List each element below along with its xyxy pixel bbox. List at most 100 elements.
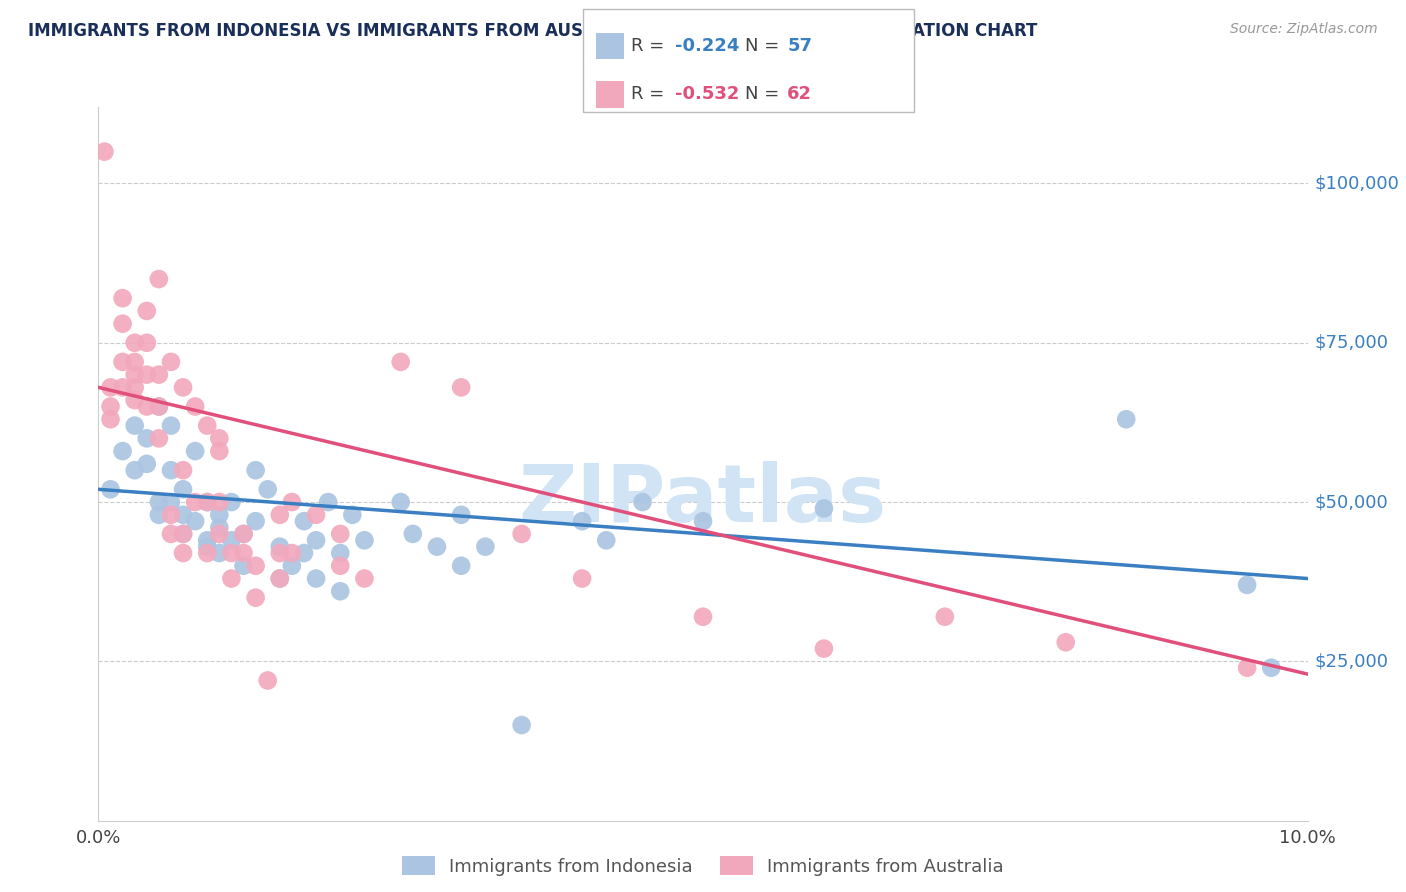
Point bbox=[474, 540, 496, 554]
Point bbox=[571, 572, 593, 586]
Point bbox=[100, 380, 122, 394]
Point bbox=[172, 380, 194, 394]
Point bbox=[184, 495, 207, 509]
Point bbox=[135, 457, 157, 471]
Point bbox=[195, 533, 218, 548]
Point bbox=[269, 572, 291, 586]
Point bbox=[1260, 661, 1282, 675]
Point bbox=[111, 291, 134, 305]
Text: $100,000: $100,000 bbox=[1315, 175, 1399, 193]
Point bbox=[813, 641, 835, 656]
Point bbox=[692, 609, 714, 624]
Point bbox=[184, 400, 207, 414]
Point bbox=[221, 572, 243, 586]
Text: R =: R = bbox=[631, 86, 671, 103]
Point bbox=[934, 609, 956, 624]
Point bbox=[342, 508, 364, 522]
Point bbox=[93, 145, 115, 159]
Point bbox=[148, 272, 170, 286]
Point bbox=[208, 431, 231, 445]
Point bbox=[269, 572, 291, 586]
Point bbox=[172, 508, 194, 522]
Point bbox=[124, 463, 146, 477]
Point bbox=[195, 540, 218, 554]
Point bbox=[160, 355, 183, 369]
Point bbox=[426, 540, 449, 554]
Point bbox=[402, 527, 425, 541]
Point bbox=[232, 527, 254, 541]
Point bbox=[256, 673, 278, 688]
Point bbox=[292, 514, 315, 528]
Point bbox=[195, 495, 218, 509]
Point bbox=[208, 520, 231, 534]
Point bbox=[124, 355, 146, 369]
Point bbox=[100, 412, 122, 426]
Text: Source: ZipAtlas.com: Source: ZipAtlas.com bbox=[1230, 22, 1378, 37]
Point bbox=[135, 368, 157, 382]
Point bbox=[160, 418, 183, 433]
Point bbox=[100, 483, 122, 497]
Point bbox=[148, 431, 170, 445]
Point bbox=[148, 400, 170, 414]
Point bbox=[1236, 578, 1258, 592]
Point bbox=[195, 418, 218, 433]
Text: -0.532: -0.532 bbox=[675, 86, 740, 103]
Point bbox=[305, 572, 328, 586]
Point bbox=[245, 514, 267, 528]
Text: ZIPatlas: ZIPatlas bbox=[519, 460, 887, 539]
Point bbox=[195, 495, 218, 509]
Text: N =: N = bbox=[745, 86, 785, 103]
Point bbox=[1054, 635, 1077, 649]
Point bbox=[221, 495, 243, 509]
Point bbox=[389, 495, 412, 509]
Point bbox=[329, 527, 352, 541]
Point bbox=[208, 508, 231, 522]
Point bbox=[269, 540, 291, 554]
Text: 62: 62 bbox=[787, 86, 813, 103]
Text: $50,000: $50,000 bbox=[1315, 493, 1388, 511]
Point bbox=[1115, 412, 1137, 426]
Point bbox=[111, 317, 134, 331]
Point bbox=[450, 558, 472, 573]
Point bbox=[329, 558, 352, 573]
Point bbox=[510, 718, 533, 732]
Point bbox=[692, 514, 714, 528]
Point bbox=[208, 495, 231, 509]
Point bbox=[124, 335, 146, 350]
Point bbox=[281, 495, 304, 509]
Point bbox=[631, 495, 654, 509]
Point bbox=[208, 546, 231, 560]
Point bbox=[232, 527, 254, 541]
Point bbox=[208, 527, 231, 541]
Point bbox=[160, 527, 183, 541]
Point bbox=[510, 527, 533, 541]
Point bbox=[353, 572, 375, 586]
Point bbox=[111, 380, 134, 394]
Point bbox=[100, 400, 122, 414]
Point bbox=[135, 431, 157, 445]
Point bbox=[813, 501, 835, 516]
Point bbox=[148, 508, 170, 522]
Point bbox=[124, 380, 146, 394]
Point bbox=[148, 495, 170, 509]
Point bbox=[124, 368, 146, 382]
Text: 57: 57 bbox=[787, 37, 813, 55]
Point bbox=[256, 483, 278, 497]
Point bbox=[111, 444, 134, 458]
Text: -0.224: -0.224 bbox=[675, 37, 740, 55]
Point bbox=[148, 400, 170, 414]
Point bbox=[111, 355, 134, 369]
Point bbox=[389, 355, 412, 369]
Point bbox=[329, 584, 352, 599]
Point bbox=[269, 546, 291, 560]
Point bbox=[160, 495, 183, 509]
Point bbox=[245, 591, 267, 605]
Point bbox=[124, 418, 146, 433]
Point bbox=[595, 533, 617, 548]
Point bbox=[281, 558, 304, 573]
Point bbox=[571, 514, 593, 528]
Point bbox=[450, 380, 472, 394]
Point bbox=[450, 508, 472, 522]
Point bbox=[281, 546, 304, 560]
Text: $25,000: $25,000 bbox=[1315, 652, 1389, 671]
